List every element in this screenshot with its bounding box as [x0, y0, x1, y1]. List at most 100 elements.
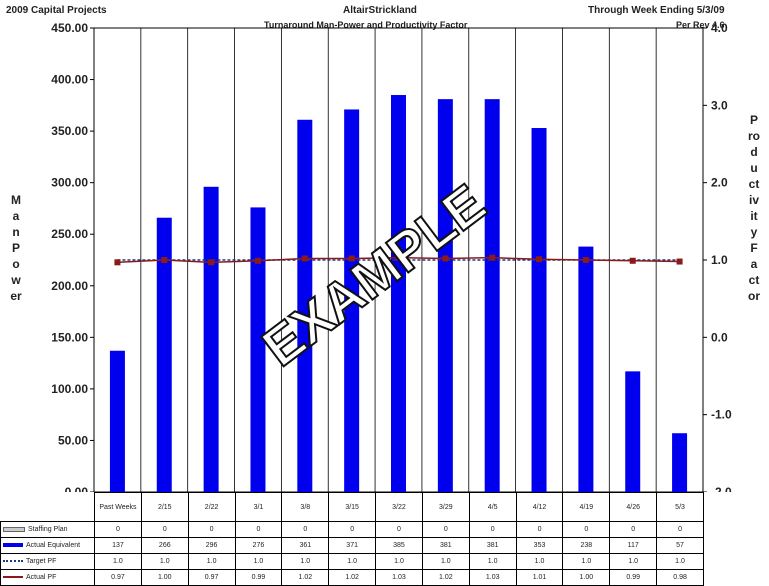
table-cell: 0.99	[609, 569, 658, 586]
table-cell: 0	[94, 521, 142, 538]
bar-actual-equivalent	[578, 246, 594, 492]
table-cell: 1.03	[468, 569, 517, 586]
actual-pf-line-point	[161, 257, 168, 263]
table-cell: 1.02	[421, 569, 470, 586]
legend-key	[3, 560, 23, 563]
y-axis-title: Man Power	[10, 193, 22, 303]
table-cell: 0	[468, 521, 517, 538]
actual-pf-line-point	[254, 257, 261, 264]
chart-subtitle: Turnaround Man-Power and Productivity Fa…	[264, 20, 468, 30]
table-cell: 353	[515, 537, 564, 554]
week-ending: Through Week Ending 5/3/09	[588, 5, 725, 16]
table-cell: 0	[328, 521, 377, 538]
table-cell: 1.00	[562, 569, 611, 586]
table-cell: 0	[187, 521, 236, 538]
example-watermark: EXAMPLE	[252, 173, 497, 378]
table-cell: 361	[281, 537, 330, 554]
bar-actual-equivalent	[297, 119, 313, 492]
actual-pf-line-point	[442, 255, 449, 262]
table-row: Target PF 1.0 1.0 1.0 1.0 1.0 1.0 1.0 1.0 1.0 1.0 1…	[0, 553, 704, 570]
actual-pf-line-point	[395, 254, 402, 261]
bar-actual-equivalent	[391, 95, 406, 492]
actual-pf-line-point	[301, 255, 308, 262]
y-tick-label: 450.00	[51, 21, 88, 35]
legend-label: Target PF	[26, 558, 57, 565]
bar-actual-equivalent	[484, 99, 500, 492]
table-cell: 1.0	[140, 553, 189, 570]
table-cell: 1.00	[140, 569, 189, 586]
table-cell: 1.0	[468, 553, 517, 570]
table-cell: 0	[609, 521, 658, 538]
table-cell: 0.97	[94, 569, 142, 586]
table-cell: 1.0	[656, 553, 704, 570]
x-tick-label: 2/15	[140, 492, 189, 522]
y2-tick-label: 3.0	[711, 98, 728, 112]
table-cell: 1.0	[94, 553, 142, 570]
table-cell: 1.0	[328, 553, 377, 570]
y2-tick-label: -2.0	[711, 485, 732, 492]
legend-label: Actual Equivalent	[26, 542, 81, 549]
table-cell: 266	[140, 537, 189, 554]
table-cell: 381	[421, 537, 470, 554]
table-row: Actual Equivalent 137 266 296 276 361 371 385 38…	[0, 537, 704, 554]
actual-pf-line-point	[582, 257, 589, 263]
table-cell: 137	[94, 537, 142, 554]
table-cell: 371	[328, 537, 377, 554]
y-tick-label: 300.00	[51, 176, 88, 190]
bar-actual-equivalent	[625, 371, 641, 492]
actual-pf-line-point	[676, 258, 683, 265]
x-tick-label: 3/8	[281, 492, 330, 522]
x-tick-label: 4/5	[468, 492, 517, 522]
legend-key	[3, 526, 25, 532]
x-tick-label: 4/19	[562, 492, 611, 522]
table-cell: 0.97	[187, 569, 236, 586]
legend-key	[3, 576, 23, 579]
table-cell: 385	[375, 537, 423, 554]
table-cell: 0	[562, 521, 611, 538]
table-cell: 0	[234, 521, 283, 538]
manpower-chart: 0.00 50.00 100.00 150.00 200.00 250.00 300.00 3…	[51, 21, 732, 492]
y-tick-label: 100.00	[51, 382, 88, 396]
bar-actual-equivalent	[203, 186, 219, 492]
table-cell: 0	[656, 521, 704, 538]
table-cell: 1.0	[281, 553, 330, 570]
x-tick-label: 2/22	[187, 492, 236, 522]
x-tick-label: 4/12	[515, 492, 564, 522]
table-corner	[1, 493, 95, 522]
bar-actual-equivalent	[672, 433, 688, 492]
table-cell: 0	[421, 521, 470, 538]
x-tick-label: 4/26	[609, 492, 658, 522]
table-cell: 0	[140, 521, 189, 538]
table-cell: 57	[656, 537, 704, 554]
table-cell: 276	[234, 537, 283, 554]
report-title: 2009 Capital Projects	[6, 5, 107, 16]
y2-tick-label: 1.0	[711, 253, 728, 267]
table-row: Staffing Plan 0 0 0 0 0 0 0 0 0 0 0 0 0	[0, 521, 704, 538]
x-tick-label: Past Weeks	[94, 492, 142, 522]
table-cell: 381	[468, 537, 517, 554]
revision-label: Per Rev 4.6	[676, 20, 725, 30]
y2-tick-label: 4.0	[711, 21, 728, 35]
y2-axis-title: Productivity Factor	[748, 113, 760, 303]
legend-entry: Staffing Plan	[0, 521, 95, 538]
table-cell: 0	[515, 521, 564, 538]
company-name: AltairStrickland	[343, 5, 417, 16]
x-tick-label: 5/3	[656, 492, 704, 522]
table-cell: 1.02	[328, 569, 377, 586]
y2-tick-label: 0.0	[711, 330, 728, 344]
y-tick-label: 200.00	[51, 279, 88, 293]
table-cell: 1.0	[375, 553, 423, 570]
y-tick-label: 50.00	[58, 433, 88, 447]
y-tick-label: 400.00	[51, 73, 88, 87]
table-cell: 1.0	[609, 553, 658, 570]
bar-actual-equivalent	[531, 128, 547, 492]
table-cell: 238	[562, 537, 611, 554]
y-tick-label: 150.00	[51, 330, 88, 344]
table-cell: 1.03	[375, 569, 423, 586]
table-cell: 0	[375, 521, 423, 538]
legend-key	[3, 543, 23, 548]
actual-pf-line-point	[114, 259, 121, 266]
bar-actual-equivalent	[156, 217, 172, 492]
actual-pf-line-point	[208, 259, 215, 266]
legend-entry: Actual PF	[0, 569, 95, 586]
